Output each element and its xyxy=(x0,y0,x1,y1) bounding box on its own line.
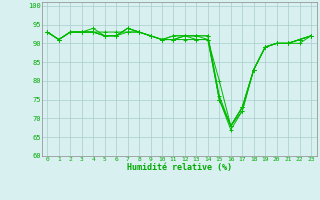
X-axis label: Humidité relative (%): Humidité relative (%) xyxy=(127,163,232,172)
